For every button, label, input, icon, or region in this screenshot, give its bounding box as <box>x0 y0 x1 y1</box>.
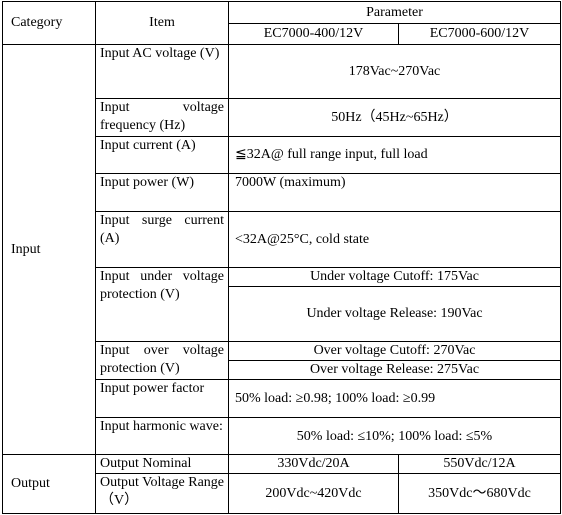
item-cell: Input harmonic wave: <box>95 417 229 455</box>
value-cell: 50% load: ≥0.98; 100% load: ≥0.99 <box>228 379 561 418</box>
item-cell: Input AC voltage (V) <box>95 44 229 99</box>
header-cell: Item <box>95 1 229 45</box>
value-cell: 7000W (maximum) <box>228 173 561 212</box>
value-cell: 550Vdc/12A <box>398 454 561 474</box>
item-cell: Output Nominal <box>95 454 229 474</box>
value-cell: 350Vdc～680Vdc <box>398 473 561 514</box>
value-cell: 200Vdc~420Vdc <box>228 473 399 514</box>
value-cell: ≦32A@ full range input, full load <box>228 136 561 174</box>
item-cell: Input power (W) <box>95 173 229 212</box>
item-cell: Input over voltage protection (V) <box>95 341 229 380</box>
category-cell: Input <box>2 44 96 455</box>
value-cell: Under voltage Release: 190Vac <box>228 286 561 342</box>
item-cell: Input under voltage protection (V) <box>95 267 229 342</box>
item-cell: Input voltage frequency (Hz) <box>95 98 229 137</box>
category-cell: Output <box>2 454 96 514</box>
item-cell: Output Voltage Range（V） <box>95 473 229 514</box>
item-cell: Input current (A) <box>95 136 229 174</box>
value-cell: Over voltage Cutoff: 270Vac <box>228 341 561 361</box>
header-cell: Category <box>2 1 96 45</box>
value-cell: 50Hz（45Hz~65Hz） <box>228 98 561 137</box>
item-cell: Input power factor <box>95 379 229 418</box>
model-cell: EC7000-400/12V <box>228 23 399 45</box>
item-cell: Input surge current (A) <box>95 211 229 268</box>
model-cell: EC7000-600/12V <box>398 23 561 45</box>
value-cell: Under voltage Cutoff: 175Vac <box>228 267 561 287</box>
value-cell: 50% load: ≤10%; 100% load: ≤5% <box>228 417 561 455</box>
value-cell: 330Vdc/20A <box>228 454 399 474</box>
value-cell: <32A@25°C, cold state <box>228 211 561 268</box>
header-cell: Parameter <box>228 1 561 24</box>
value-cell: Over voltage Release: 275Vac <box>228 360 561 380</box>
value-cell: 178Vac~270Vac <box>228 44 561 99</box>
